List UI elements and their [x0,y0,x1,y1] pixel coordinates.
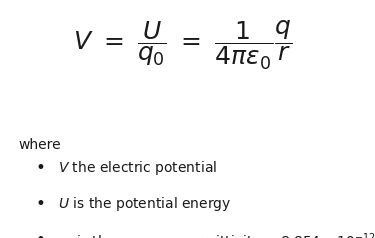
Text: $V\ =\ \dfrac{U}{q_0}\ =\ \dfrac{1}{4\pi\varepsilon_0}\dfrac{q}{r}$: $V\ =\ \dfrac{U}{q_0}\ =\ \dfrac{1}{4\pi… [72,19,292,72]
Text: •: • [35,231,45,238]
Text: •: • [35,159,45,177]
Text: •: • [35,195,45,213]
Text: $U$ is the potential energy: $U$ is the potential energy [58,195,232,213]
Text: where: where [18,138,61,152]
Text: $V$ the electric potential: $V$ the electric potential [58,159,217,177]
Text: $\varepsilon_0$ is the vacuum permittivity = 8.854 x 10$^{-12}$F.m$^{-1}$: $\varepsilon_0$ is the vacuum permittivi… [58,231,375,238]
